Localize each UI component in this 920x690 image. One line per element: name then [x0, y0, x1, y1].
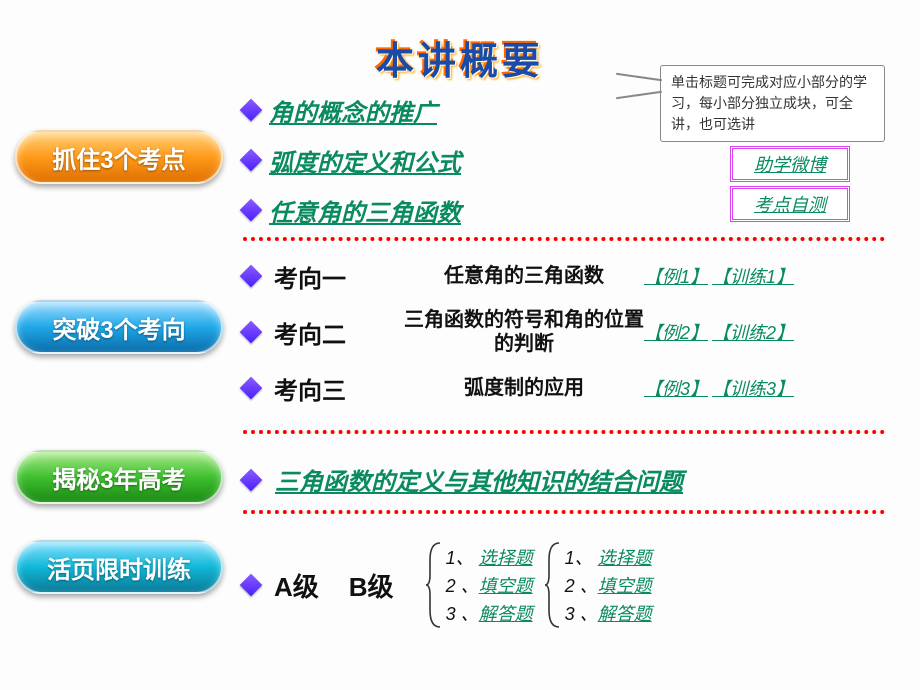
diamond-icon: [240, 321, 263, 344]
direction-label-2: 考向二: [274, 315, 404, 350]
training-link-1[interactable]: 【训练1】: [712, 263, 794, 289]
q-link-fill-a[interactable]: 填空题: [479, 576, 533, 596]
topic-link-angle-concept[interactable]: 角的概念的推广: [269, 93, 437, 128]
level-a-label: A级: [274, 567, 319, 604]
pill-label: 抓住3个考点: [52, 140, 185, 175]
list-item: 3 、解答题: [446, 600, 533, 626]
sidebar-link-weibo[interactable]: 助学微博: [730, 146, 850, 182]
diamond-icon: [240, 265, 263, 288]
section-divider: [243, 430, 885, 434]
diamond-icon: [240, 468, 263, 491]
pill-exam-points[interactable]: 抓住3个考点: [15, 130, 223, 184]
section-divider: [243, 510, 885, 514]
diamond-icon: [240, 199, 263, 222]
bracket-icon: [543, 540, 563, 630]
q-link-answer-b[interactable]: 解答题: [598, 604, 652, 624]
training-link-2[interactable]: 【训练2】: [712, 319, 794, 345]
zice-link-text[interactable]: 考点自测: [754, 195, 826, 215]
q-link-choice-a[interactable]: 选择题: [479, 548, 533, 568]
direction-desc-1: 任意角的三角函数: [404, 264, 644, 288]
list-item: 2 、填空题: [446, 572, 533, 598]
list-item: 1、 选择题: [446, 544, 533, 570]
training-link-3[interactable]: 【训练3】: [712, 375, 794, 401]
list-item: 1、 选择题: [565, 544, 652, 570]
pill-practice[interactable]: 活页限时训练: [15, 540, 223, 594]
direction-label-1: 考向一: [274, 259, 404, 294]
gaokao-topic-link[interactable]: 三角函数的定义与其他知识的结合问题: [275, 462, 683, 497]
pill-gaokao[interactable]: 揭秘3年高考: [15, 450, 223, 504]
diamond-icon: [240, 149, 263, 172]
direction-label-3: 考向三: [274, 371, 404, 406]
weibo-link-text[interactable]: 助学微博: [754, 155, 826, 175]
q-link-fill-b[interactable]: 填空题: [598, 576, 652, 596]
example-link-3[interactable]: 【例3】: [644, 375, 708, 401]
topic-link-trig-func[interactable]: 任意角的三角函数: [269, 193, 461, 228]
list-item: 2 、填空题: [565, 572, 652, 598]
sidebar-link-zice[interactable]: 考点自测: [730, 186, 850, 222]
pill-directions[interactable]: 突破3个考向: [15, 300, 223, 354]
instruction-callout: 单击标题可完成对应小部分的学习，每小部分独立成块，可全讲，也可选讲: [660, 65, 885, 142]
diamond-icon: [240, 99, 263, 122]
q-link-choice-b[interactable]: 选择题: [598, 548, 652, 568]
diamond-icon: [240, 574, 263, 597]
pill-label: 突破3个考向: [52, 310, 185, 345]
pill-label: 揭秘3年高考: [52, 460, 185, 495]
section-divider: [243, 237, 885, 241]
topic-link-radian[interactable]: 弧度的定义和公式: [269, 143, 461, 178]
diamond-icon: [240, 377, 263, 400]
page-title: 本讲概要: [376, 30, 544, 85]
example-link-2[interactable]: 【例2】: [644, 319, 708, 345]
level-b-label: B级: [349, 567, 394, 604]
example-link-1[interactable]: 【例1】: [644, 263, 708, 289]
pill-label: 活页限时训练: [47, 550, 191, 585]
direction-desc-3: 弧度制的应用: [404, 376, 644, 400]
q-link-answer-a[interactable]: 解答题: [479, 604, 533, 624]
direction-desc-2: 三角函数的符号和角的位置的判断: [404, 308, 644, 356]
list-item: 3 、解答题: [565, 600, 652, 626]
bracket-icon: [424, 540, 444, 630]
